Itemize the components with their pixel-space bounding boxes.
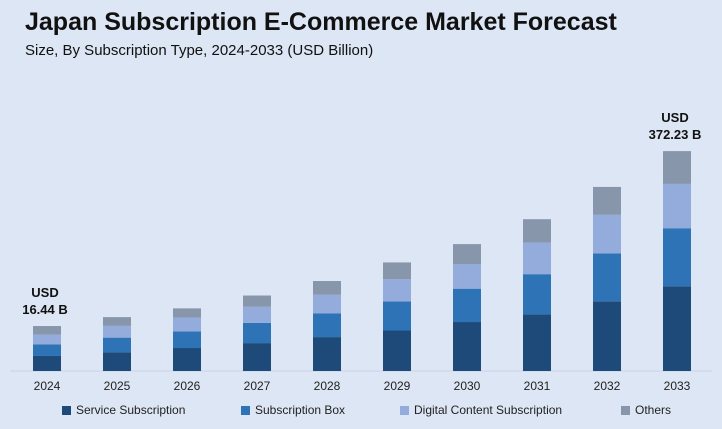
bar-segment-2031-s3 [523,219,551,243]
x-tick-label: 2028 [314,379,341,393]
bar-segment-2031-s1 [523,274,551,315]
bar-segment-2029-s3 [383,262,411,280]
x-tick-labels: 2024 2025 2026 2027 2028 2029 2030 2031 2032 2033 [34,379,691,393]
bar-total-annotation: 16.44 B [22,302,68,317]
bar-segment-2025-s3 [103,317,131,326]
legend-item: Digital Content Subscription [400,403,562,417]
x-tick-label: 2026 [174,379,201,393]
bar-segment-2033-s3 [663,151,691,184]
bar-total-annotation: USD [31,285,58,300]
bar-segment-2029-s2 [383,279,411,302]
bar-segment-2030-s1 [453,288,481,323]
legend-label: Service Subscription [76,403,186,417]
bar-segment-2030-s0 [453,322,481,371]
bar-segment-2031-s2 [523,242,551,275]
legend-swatch [621,405,630,415]
bar-segment-2032-s1 [593,253,621,302]
x-tick-label: 2030 [454,379,481,393]
bar-series-group [33,151,691,371]
bar-segment-2032-s3 [593,186,621,215]
bar-segment-2030-s2 [453,264,481,289]
bar-segment-2026-s0 [173,348,201,371]
legend-item: Others [621,403,671,417]
bar-segment-2024-s2 [33,334,61,345]
legend-swatch [241,405,250,415]
legend-item: Subscription Box [241,403,345,417]
legend-label: Subscription Box [255,403,346,417]
x-tick-label: 2029 [384,379,411,393]
bar-segment-2024-s0 [33,355,61,371]
legend-label: Others [635,403,672,417]
x-tick-label: 2027 [244,379,271,393]
bar-segment-2027-s3 [243,295,271,307]
bar-segment-2029-s1 [383,301,411,331]
bar-segment-2026-s2 [173,317,201,332]
bar-total-annotation: USD [661,110,688,125]
bar-segment-2032-s2 [593,214,621,254]
legend: Service Subscription Subscription Box Digi… [0,403,722,423]
bar-segment-2025-s2 [103,325,131,338]
bar-segment-2028-s0 [313,337,341,371]
bar-segment-2026-s3 [173,308,201,318]
bar-segment-2025-s1 [103,337,131,353]
chart-subtitle: Size, By Subscription Type, 2024-2033 (U… [25,42,374,59]
chart-title: Japan Subscription E-Commerce Market For… [25,8,617,36]
legend-label: Digital Content Subscription [414,403,563,417]
x-tick-label: 2025 [104,379,131,393]
legend-swatch [62,405,71,415]
bar-segment-2029-s0 [383,330,411,371]
bar-segment-2026-s1 [173,331,201,349]
bar-segment-2024-s3 [33,326,61,335]
legend-item: Service Subscription [62,403,185,417]
bar-segment-2033-s0 [663,286,691,371]
bar-segment-2027-s1 [243,322,271,344]
annotations: USD 16.44 B USD 372.23 B [22,110,701,317]
x-tick-label: 2032 [594,379,621,393]
bar-segment-2024-s1 [33,344,61,356]
bar-segment-2032-s0 [593,301,621,371]
bar-total-annotation: 372.23 B [649,127,702,142]
bar-segment-2025-s0 [103,352,131,371]
bar-segment-2033-s2 [663,183,691,229]
bar-segment-2027-s0 [243,343,271,371]
bar-segment-2028-s2 [313,294,341,314]
x-tick-label: 2031 [524,379,551,393]
bar-segment-2033-s1 [663,228,691,287]
legend-swatch [400,405,409,415]
bar-segment-2030-s3 [453,244,481,265]
x-tick-label: 2033 [664,379,691,393]
bar-segment-2031-s0 [523,314,551,371]
bar-segment-2027-s2 [243,306,271,323]
x-tick-label: 2024 [34,379,61,393]
bar-segment-2028-s3 [313,281,341,295]
bar-segment-2028-s1 [313,313,341,338]
